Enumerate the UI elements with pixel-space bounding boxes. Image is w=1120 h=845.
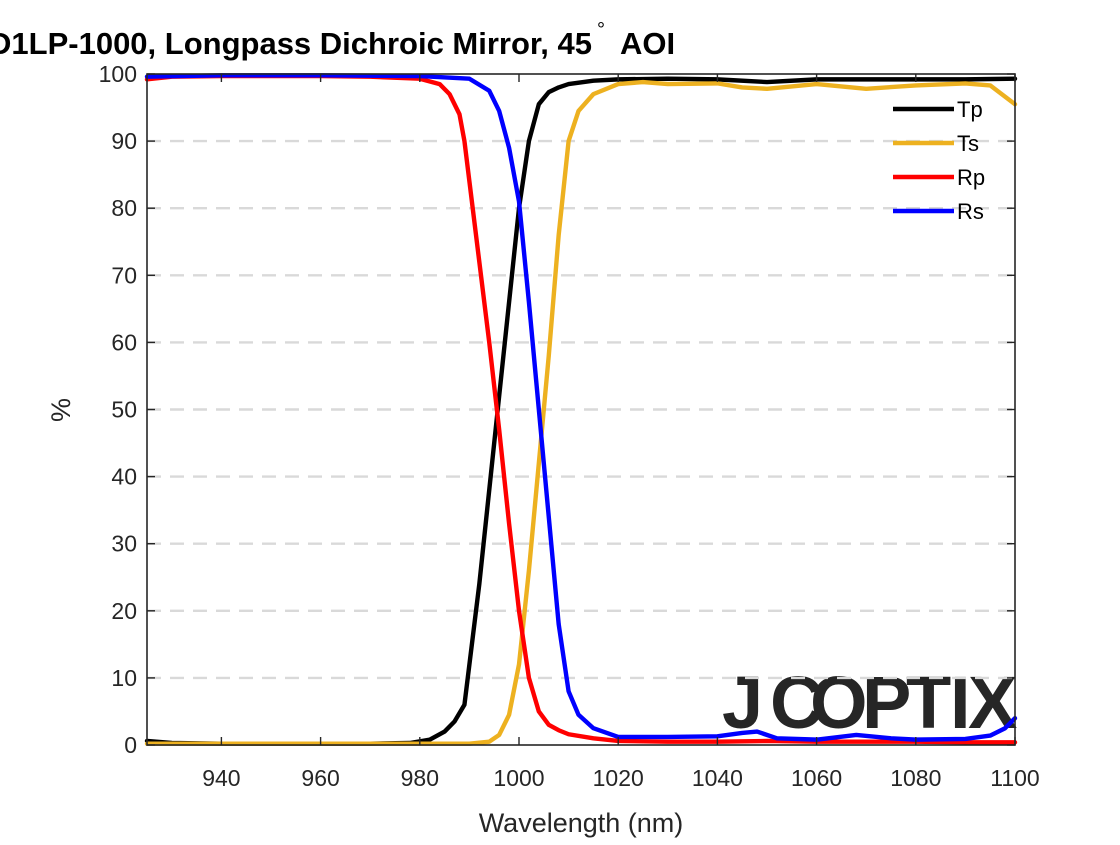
legend-label-ts: Ts <box>957 131 979 156</box>
y-axis: 0 10 20 30 40 50 60 70 80 90 100 <box>99 61 1015 758</box>
x-tick-label: 1100 <box>990 765 1039 791</box>
y-tick-label: 60 <box>111 329 137 355</box>
y-tick-label: 70 <box>111 262 137 288</box>
y-axis-label: % <box>46 398 76 422</box>
legend-label-rs: Rs <box>957 199 984 224</box>
x-tick-label: 1040 <box>692 765 743 791</box>
series-line-rs <box>144 73 1018 742</box>
chart-title: OFD1LP-1000, Longpass Dichroic Mirror, 4… <box>0 26 592 61</box>
grid <box>147 139 1015 680</box>
watermark-letter: P <box>862 661 909 744</box>
watermark-letter: C <box>770 661 822 744</box>
y-tick-label: 40 <box>111 464 137 490</box>
legend: Tp Ts Rp Rs <box>893 97 985 224</box>
watermark-letter: I <box>950 661 969 744</box>
x-tick-label: 980 <box>401 765 439 791</box>
y-tick-label: 50 <box>111 397 137 423</box>
x-tick-label: 1020 <box>593 765 644 791</box>
legend-label-tp: Tp <box>957 97 983 122</box>
x-axis: 940 960 980 1000 1020 1040 1060 1080 1100 <box>202 74 1040 791</box>
legend-label-rp: Rp <box>957 165 985 190</box>
watermark-letter: T <box>906 661 951 744</box>
y-tick-label: 10 <box>111 665 137 691</box>
x-tick-label: 1000 <box>493 765 544 791</box>
y-tick-label: 30 <box>111 531 137 557</box>
x-tick-label: 960 <box>301 765 339 791</box>
x-tick-label: 940 <box>202 765 240 791</box>
chart-title-suffix: AOI <box>620 26 675 61</box>
x-tick-label: 1060 <box>791 765 842 791</box>
series-line-tp <box>144 76 1018 746</box>
series-group <box>144 73 1018 746</box>
series-line-ts <box>144 79 1018 746</box>
y-tick-label: 0 <box>124 732 137 758</box>
y-tick-label: 20 <box>111 598 137 624</box>
x-tick-label: 1080 <box>890 765 941 791</box>
x-axis-label: Wavelength (nm) <box>479 808 684 838</box>
chart-title-degree: ° <box>597 19 605 41</box>
watermark-letter: X <box>968 661 1017 744</box>
y-tick-label: 80 <box>111 195 137 221</box>
y-tick-label: 90 <box>111 128 137 154</box>
y-tick-label: 100 <box>99 61 137 87</box>
watermark-letter: O <box>810 661 866 744</box>
